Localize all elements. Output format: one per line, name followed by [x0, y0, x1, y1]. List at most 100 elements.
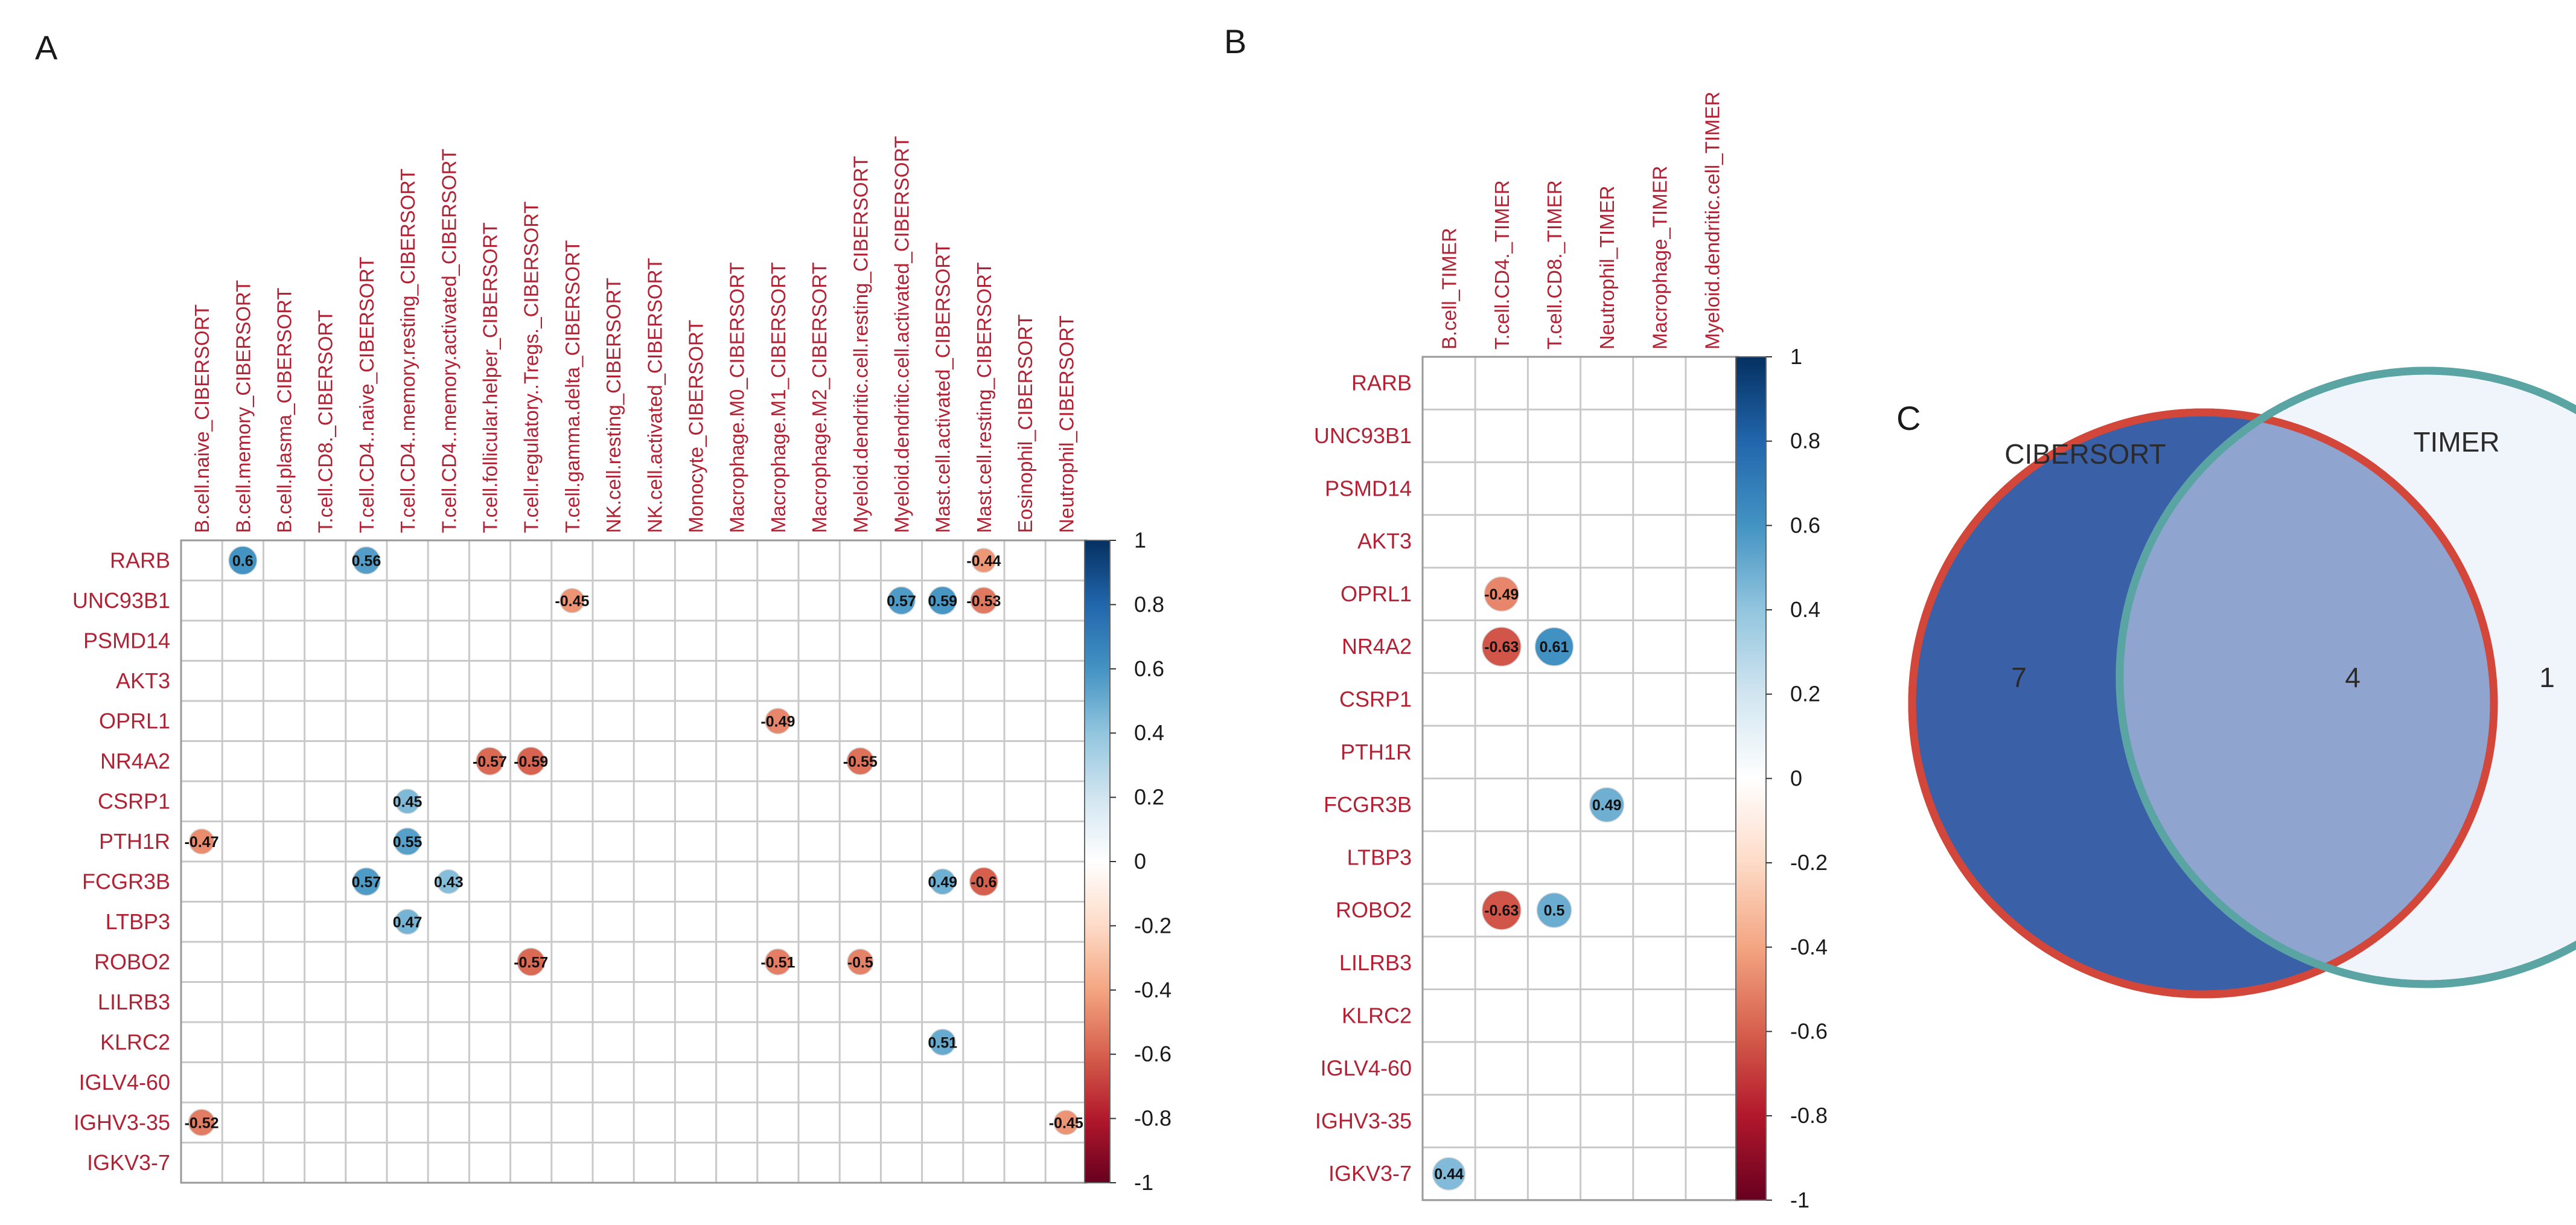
panel-a-column-label: T.cell.regulatory..Tregs._CIBERSORT — [520, 201, 543, 533]
panel-b-column-label: Neutrophil_TIMER — [1596, 186, 1618, 350]
panel-a-correlation-value: -0.47 — [185, 834, 219, 851]
panel-a-correlation-circle — [188, 828, 215, 855]
panel-a-colorbar-tick-label: 0.2 — [1134, 785, 1164, 810]
panel-b-correlation-circle — [1481, 627, 1522, 667]
panel-a-correlation-value: 0.57 — [887, 593, 916, 610]
panel-a-correlation-value: 0.45 — [393, 793, 422, 810]
panel-a-correlation-value: -0.45 — [555, 593, 589, 610]
panel-b-correlation-value: -0.63 — [1484, 639, 1519, 656]
panel-b-correlation-circle — [1534, 627, 1574, 667]
panel-a-colorbar-tick-label: 0.6 — [1134, 656, 1164, 681]
panel-a-colorbar-tick-label: -0.2 — [1134, 913, 1172, 938]
panel-a-correlation-value: 0.56 — [352, 552, 381, 569]
panel-a-column-label: T.cell.CD4..naive_CIBERSORT — [355, 257, 378, 533]
panel-b-correlation-circle — [1589, 787, 1625, 823]
panel-a-correlation-value: -0.45 — [1049, 1115, 1083, 1131]
panel-a-correlation-circle — [764, 708, 791, 735]
panel-a-row-label: LILRB3 — [98, 990, 170, 1014]
panel-b-colorbar-gradient — [1735, 356, 1767, 1201]
panel-a-column-label: Monocyte_CIBERSORT — [685, 320, 707, 533]
panel-b-column-label: B.cell_TIMER — [1438, 228, 1461, 350]
panel-a-row-label: IGHV3-35 — [74, 1110, 170, 1134]
panel-b-colorbar-tick-label: -1 — [1790, 1188, 1809, 1212]
panel-a-correlation-circle — [228, 546, 258, 575]
panel-a-column-label: Macrophage.M1_CIBERSORT — [767, 262, 789, 533]
venn-set-label-timer: TIMER — [2413, 426, 2499, 458]
panel-b-correlation-value: -0.63 — [1484, 903, 1519, 920]
panel-a-correlation-circle — [516, 746, 546, 776]
panel-a-colorbar-tick-label: 1 — [1134, 528, 1146, 552]
panel-b-row-label: LILRB3 — [1339, 950, 1412, 975]
panel-a-column-label: Myeloid.dendritic.cell.activated_CIBERSO… — [891, 136, 913, 533]
panel-c-venn-diagram: CIBERSORT TIMER 7 4 1 — [1908, 366, 2576, 999]
panel-b-row-label: NR4A2 — [1342, 634, 1412, 659]
panel-a-correlation-circle — [188, 1108, 215, 1136]
venn-count-timer-only: 1 — [2539, 662, 2555, 693]
panel-a-row-label: UNC93B1 — [72, 588, 170, 613]
panel-a-correlation-circle — [969, 867, 999, 897]
panel-a-correlation-value: 0.57 — [352, 874, 381, 891]
panel-a-row-label: NR4A2 — [100, 749, 170, 773]
panel-a-correlation-circle — [929, 868, 956, 895]
panel-b-letter: B — [1224, 22, 1246, 60]
panel-a-correlation-circle — [559, 587, 585, 613]
panel-a-column-label: NK.cell.activated_CIBERSORT — [643, 258, 666, 533]
venn-outline-cibersort — [1908, 408, 2498, 999]
panel-a-correlation-value: -0.51 — [760, 954, 795, 971]
venn-count-intersection: 4 — [2345, 662, 2361, 693]
panel-b-column-label: T.cell.CD4._TIMER — [1491, 180, 1513, 350]
panel-a-correlation-circle — [394, 909, 421, 935]
panel-a-column-label: NK.cell.resting_CIBERSORT — [602, 278, 625, 533]
panel-b-row-label: CSRP1 — [1339, 686, 1412, 711]
panel-b-colorbar-tick-label: 0.6 — [1790, 513, 1820, 537]
panel-b-row-label: OPRL1 — [1341, 581, 1412, 606]
panel-b-row-labels: RARB UNC93B1 PSMD14 AKT3 OPRL1 NR4A2 CSRP1 PTH1… — [1314, 371, 1412, 1186]
panel-b-colorbar-tick-label: 0.8 — [1790, 429, 1820, 453]
panel-a-correlation-circle — [887, 586, 916, 615]
panel-a-correlation-value: 0.55 — [393, 834, 422, 851]
panel-a-correlation-circle — [352, 546, 381, 575]
venn-intersection — [2120, 412, 2494, 984]
panel-b-row-label: IGKV3-7 — [1328, 1161, 1412, 1186]
panel-a-colorbar-tick-label: 0 — [1134, 849, 1146, 874]
panel-a-column-labels: B.cell.naive_CIBERSORT B.cell.memory_CIBE… — [191, 136, 1077, 533]
panel-a-correlation-circle — [352, 867, 381, 896]
panel-b-row-label: FCGR3B — [1324, 792, 1412, 817]
panel-b-colorbar: 1 0.8 0.6 0.4 0.2 0 -0.2 -0.4 -0.6 -0.8 -1 — [1735, 344, 1828, 1212]
panel-c-letter: C — [1896, 399, 1921, 437]
panel-a-colorbar-tick-label: 0.8 — [1134, 592, 1164, 616]
panel-b-correlation-circle — [1432, 1157, 1466, 1191]
panel-b-correlation-value: 0.5 — [1544, 903, 1565, 920]
panel-a-row-label: KLRC2 — [100, 1029, 170, 1054]
venn-count-cibersort-only: 7 — [2011, 662, 2027, 693]
panel-a-column-label: T.cell.follicular.helper_CIBERSORT — [479, 222, 502, 533]
panel-a-row-label: RARB — [110, 548, 170, 572]
panel-a-colorbar: 1 0.8 0.6 0.4 0.2 0 -0.2 -0.4 -0.6 -0.8 -1 — [1084, 528, 1172, 1195]
panel-a-correlation-circle — [928, 586, 957, 615]
venn-set-label-cibersort: CIBERSORT — [2004, 438, 2166, 470]
panel-a-column-label: Mast.cell.activated_CIBERSORT — [932, 242, 954, 533]
panel-a-correlation-value: 0.47 — [393, 914, 422, 931]
panel-a-correlation-value: -0.5 — [847, 954, 873, 971]
panel-a-correlation-value: 0.43 — [434, 874, 464, 891]
panel-a-correlation-circle — [929, 1028, 957, 1056]
panel-b-row-label: AKT3 — [1357, 529, 1412, 554]
panel-a-column-label: T.cell.CD8._CIBERSORT — [314, 310, 337, 533]
panel-a-correlation-value: 0.51 — [928, 1034, 957, 1051]
panel-b-colorbar-tick-label: 0.2 — [1790, 682, 1820, 706]
panel-a-column-label: Neutrophil_CIBERSORT — [1055, 315, 1077, 533]
panel-a-column-label: Eosinophil_CIBERSORT — [1014, 314, 1036, 533]
panel-a-colorbar-tick-label: -1 — [1134, 1170, 1153, 1195]
panel-a-column-label: T.cell.gamma.delta_CIBERSORT — [561, 240, 584, 533]
panel-a-column-label: Macrophage.M2_CIBERSORT — [808, 262, 831, 533]
panel-a-correlation-value: -0.53 — [966, 593, 1001, 610]
panel-a-row-label: IGKV3-7 — [87, 1150, 170, 1175]
panel-a-colorbar-tick-label: 0.4 — [1134, 720, 1164, 745]
panel-a-correlation-cells: 0.6 0.56 -0.44 -0.45 0.57 0.59 -0.53 -0.49 -0.57… — [185, 546, 1083, 1136]
panel-a-column-label: B.cell.plasma_CIBERSORT — [273, 287, 296, 533]
panel-b-correlation-value: 0.49 — [1592, 797, 1622, 814]
panel-a-correlation-circle — [393, 827, 422, 856]
panel-b-colorbar-tick-label: -0.6 — [1790, 1019, 1828, 1043]
panel-b-correlation-heatmap: RARB UNC93B1 PSMD14 AKT3 OPRL1 NR4A2 CSRP1 PTH1… — [1314, 92, 1828, 1212]
panel-a-column-label: Macrophage.M0_CIBERSORT — [726, 262, 748, 533]
